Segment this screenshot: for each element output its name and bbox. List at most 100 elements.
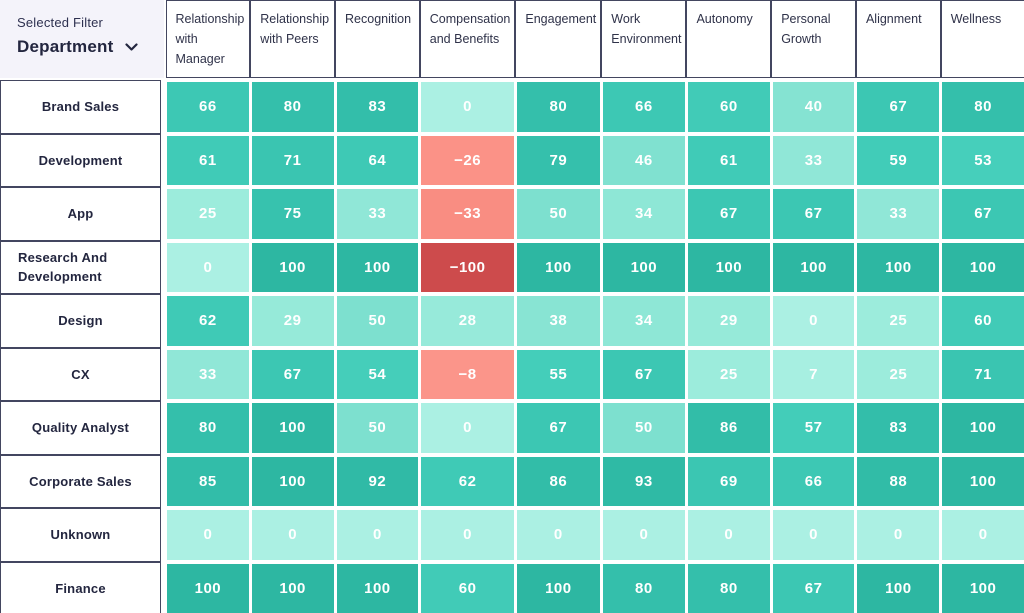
heatmap-cell[interactable]: 67 (687, 189, 770, 239)
heatmap-cell[interactable]: 0 (857, 510, 940, 560)
heatmap-cell[interactable]: 33 (336, 189, 419, 239)
heatmap-cell[interactable]: 93 (602, 456, 685, 506)
heatmap-cell[interactable]: 46 (602, 135, 685, 185)
heatmap-cell[interactable]: 66 (602, 82, 685, 132)
heatmap-cell[interactable]: 80 (687, 563, 770, 613)
heatmap-cell[interactable]: 25 (857, 349, 940, 399)
heatmap-cell[interactable]: 28 (421, 296, 514, 346)
heatmap-cell[interactable]: 29 (687, 296, 770, 346)
heatmap-cell[interactable]: 0 (251, 510, 334, 560)
heatmap-cell[interactable]: 83 (336, 82, 419, 132)
heatmap-cell[interactable]: 60 (687, 82, 770, 132)
heatmap-cell[interactable]: 50 (336, 296, 419, 346)
heatmap-cell[interactable]: 100 (336, 563, 419, 613)
heatmap-cell[interactable]: 67 (942, 189, 1024, 239)
heatmap-cell[interactable]: 100 (336, 242, 419, 292)
heatmap-cell[interactable]: 61 (167, 135, 249, 185)
heatmap-cell[interactable]: 66 (167, 82, 249, 132)
heatmap-cell[interactable]: 100 (857, 563, 940, 613)
heatmap-cell[interactable]: 34 (602, 189, 685, 239)
heatmap-cell[interactable]: 100 (942, 456, 1024, 506)
heatmap-cell[interactable]: 0 (687, 510, 770, 560)
heatmap-cell[interactable]: 80 (167, 403, 249, 453)
heatmap-cell[interactable]: 25 (687, 349, 770, 399)
heatmap-cell[interactable]: 100 (251, 242, 334, 292)
heatmap-cell[interactable]: 100 (857, 242, 940, 292)
heatmap-cell[interactable]: 34 (602, 296, 685, 346)
heatmap-cell[interactable]: 66 (772, 456, 855, 506)
heatmap-cell[interactable]: 79 (516, 135, 600, 185)
heatmap-cell[interactable]: −100 (421, 242, 514, 292)
filter-dropdown[interactable]: Department (17, 37, 158, 57)
heatmap-cell[interactable]: 33 (772, 135, 855, 185)
heatmap-cell[interactable]: 54 (336, 349, 419, 399)
heatmap-cell[interactable]: 0 (421, 82, 514, 132)
heatmap-cell[interactable]: 100 (167, 563, 249, 613)
heatmap-cell[interactable]: 67 (251, 349, 334, 399)
heatmap-cell[interactable]: 64 (336, 135, 419, 185)
heatmap-cell[interactable]: 100 (251, 456, 334, 506)
heatmap-cell[interactable]: 100 (772, 242, 855, 292)
heatmap-cell[interactable]: 85 (167, 456, 249, 506)
heatmap-cell[interactable]: 0 (421, 403, 514, 453)
heatmap-cell[interactable]: 25 (167, 189, 249, 239)
heatmap-cell[interactable]: −8 (421, 349, 514, 399)
heatmap-cell[interactable]: 33 (167, 349, 249, 399)
heatmap-cell[interactable]: 38 (516, 296, 600, 346)
heatmap-cell[interactable]: 0 (772, 296, 855, 346)
heatmap-cell[interactable]: 75 (251, 189, 334, 239)
heatmap-cell[interactable]: 0 (167, 242, 249, 292)
heatmap-cell[interactable]: 50 (336, 403, 419, 453)
heatmap-cell[interactable]: 80 (516, 82, 600, 132)
heatmap-cell[interactable]: 60 (942, 296, 1024, 346)
heatmap-cell[interactable]: 33 (857, 189, 940, 239)
heatmap-cell[interactable]: 100 (602, 242, 685, 292)
heatmap-cell[interactable]: 88 (857, 456, 940, 506)
heatmap-cell[interactable]: 69 (687, 456, 770, 506)
heatmap-cell[interactable]: 83 (857, 403, 940, 453)
heatmap-cell[interactable]: −26 (421, 135, 514, 185)
heatmap-cell[interactable]: 67 (516, 403, 600, 453)
heatmap-cell[interactable]: 80 (602, 563, 685, 613)
heatmap-cell[interactable]: 86 (516, 456, 600, 506)
heatmap-cell[interactable]: 25 (857, 296, 940, 346)
heatmap-cell[interactable]: 62 (421, 456, 514, 506)
heatmap-cell[interactable]: 55 (516, 349, 600, 399)
heatmap-cell[interactable]: 0 (602, 510, 685, 560)
heatmap-cell[interactable]: 100 (942, 403, 1024, 453)
heatmap-cell[interactable]: 29 (251, 296, 334, 346)
heatmap-cell[interactable]: 50 (516, 189, 600, 239)
heatmap-cell[interactable]: 100 (942, 242, 1024, 292)
heatmap-cell[interactable]: 0 (167, 510, 249, 560)
heatmap-cell[interactable]: 100 (516, 242, 600, 292)
heatmap-cell[interactable]: 71 (942, 349, 1024, 399)
heatmap-cell[interactable]: 50 (602, 403, 685, 453)
heatmap-cell[interactable]: 100 (687, 242, 770, 292)
heatmap-cell[interactable]: 100 (516, 563, 600, 613)
heatmap-cell[interactable]: 92 (336, 456, 419, 506)
heatmap-cell[interactable]: 53 (942, 135, 1024, 185)
heatmap-cell[interactable]: 100 (251, 563, 334, 613)
heatmap-cell[interactable]: 80 (251, 82, 334, 132)
heatmap-cell[interactable]: 80 (942, 82, 1024, 132)
heatmap-cell[interactable]: 67 (602, 349, 685, 399)
heatmap-cell[interactable]: 60 (421, 563, 514, 613)
heatmap-cell[interactable]: 7 (772, 349, 855, 399)
heatmap-cell[interactable]: 100 (251, 403, 334, 453)
heatmap-cell[interactable]: 100 (942, 563, 1024, 613)
heatmap-cell[interactable]: 71 (251, 135, 334, 185)
heatmap-cell[interactable]: 59 (857, 135, 940, 185)
heatmap-cell[interactable]: 0 (772, 510, 855, 560)
heatmap-cell[interactable]: 62 (167, 296, 249, 346)
heatmap-cell[interactable]: −33 (421, 189, 514, 239)
heatmap-cell[interactable]: 86 (687, 403, 770, 453)
heatmap-cell[interactable]: 67 (772, 563, 855, 613)
heatmap-cell[interactable]: 67 (772, 189, 855, 239)
filter-panel[interactable]: Selected Filter Department (0, 0, 164, 78)
heatmap-cell[interactable]: 67 (857, 82, 940, 132)
heatmap-cell[interactable]: 0 (942, 510, 1024, 560)
heatmap-cell[interactable]: 0 (421, 510, 514, 560)
heatmap-cell[interactable]: 61 (687, 135, 770, 185)
heatmap-cell[interactable]: 0 (336, 510, 419, 560)
heatmap-cell[interactable]: 57 (772, 403, 855, 453)
